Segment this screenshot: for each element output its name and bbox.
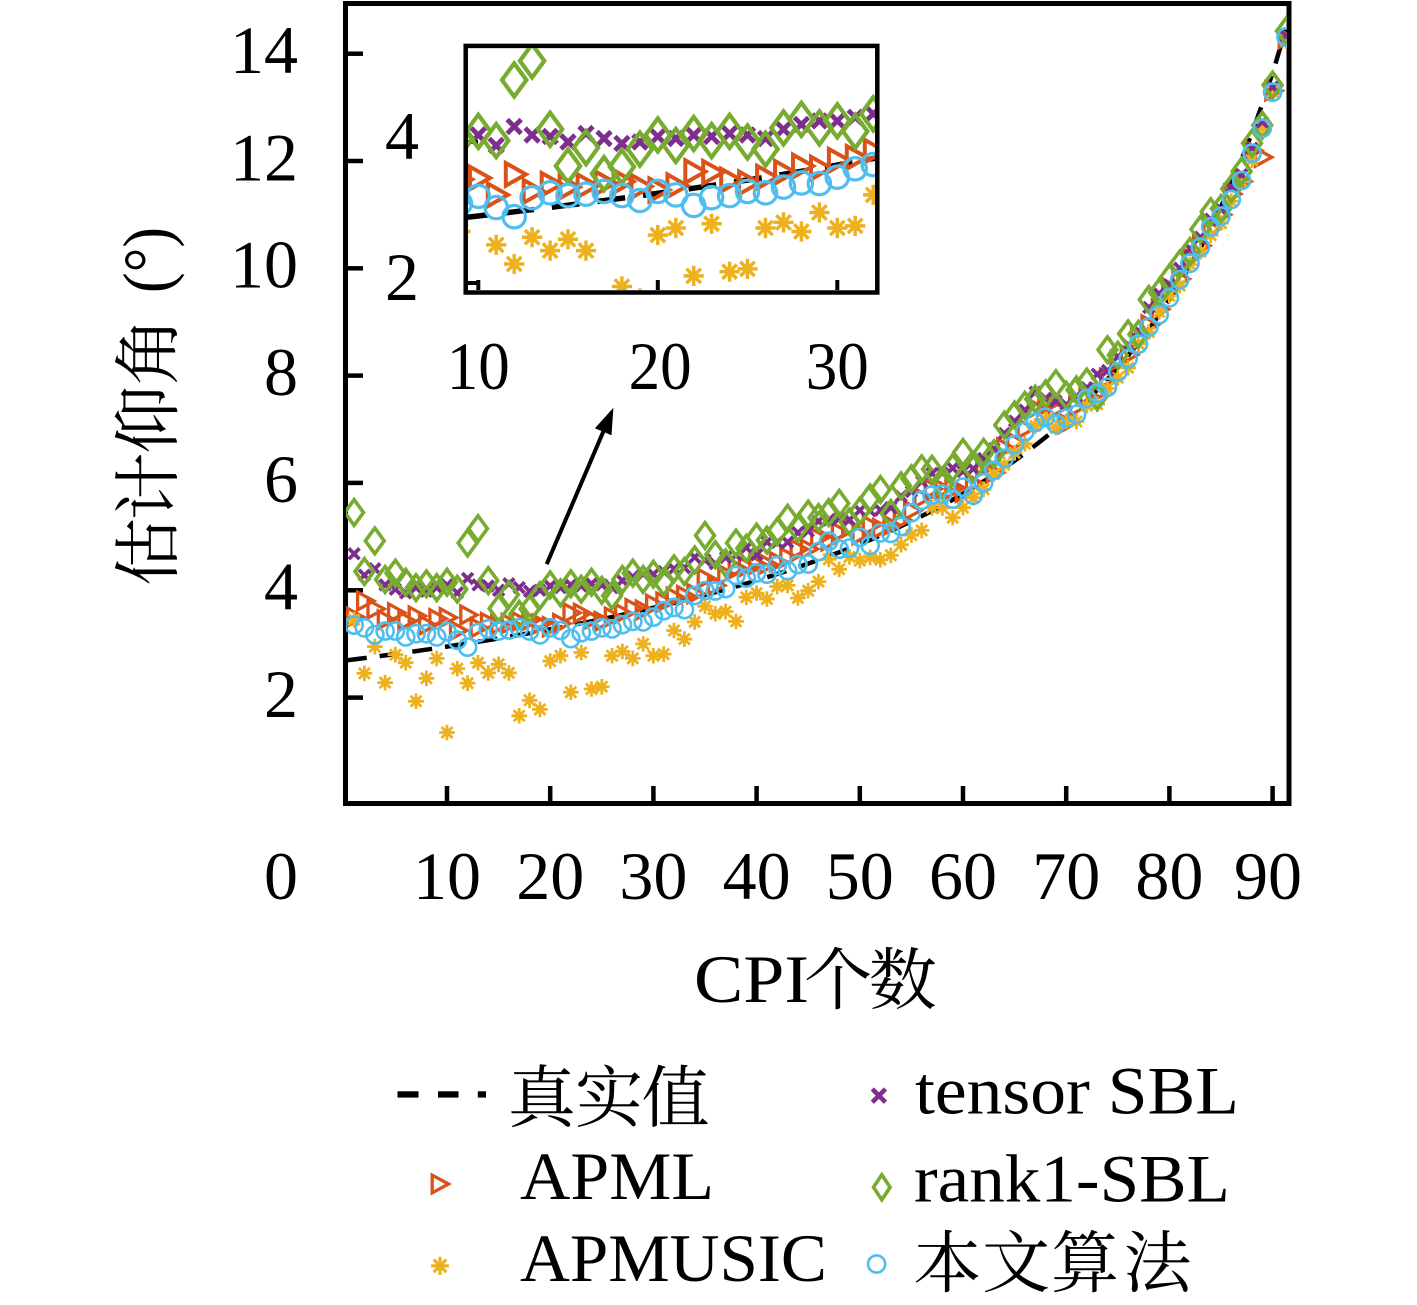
svg-text:14: 14 <box>230 12 298 88</box>
svg-text:2: 2 <box>385 239 419 315</box>
svg-text:50: 50 <box>826 838 894 914</box>
svg-text:10: 10 <box>447 328 510 404</box>
svg-text:rank1-SBL: rank1-SBL <box>914 1141 1230 1217</box>
svg-text:60: 60 <box>929 838 997 914</box>
svg-text:(°): (°) <box>109 227 185 293</box>
svg-text:4: 4 <box>385 98 419 174</box>
svg-text:2: 2 <box>264 656 298 732</box>
svg-text:10: 10 <box>230 227 298 303</box>
svg-text:6: 6 <box>264 441 298 517</box>
svg-text:70: 70 <box>1032 838 1100 914</box>
svg-text:30: 30 <box>619 838 687 914</box>
svg-text:APML: APML <box>520 1138 714 1214</box>
svg-text:APMUSIC: APMUSIC <box>520 1220 827 1296</box>
svg-text:0: 0 <box>264 838 298 914</box>
svg-text:30: 30 <box>806 328 869 404</box>
svg-text:4: 4 <box>264 549 298 625</box>
svg-text:20: 20 <box>629 328 692 404</box>
svg-text:12: 12 <box>230 119 298 195</box>
svg-text:90: 90 <box>1234 838 1302 914</box>
svg-text:20: 20 <box>516 838 584 914</box>
svg-text:8: 8 <box>264 334 298 410</box>
svg-text:40: 40 <box>723 838 791 914</box>
svg-text:CPI: CPI <box>694 941 809 1017</box>
svg-text:tensor SBL: tensor SBL <box>915 1053 1239 1129</box>
svg-text:80: 80 <box>1135 838 1203 914</box>
svg-text:10: 10 <box>413 838 481 914</box>
